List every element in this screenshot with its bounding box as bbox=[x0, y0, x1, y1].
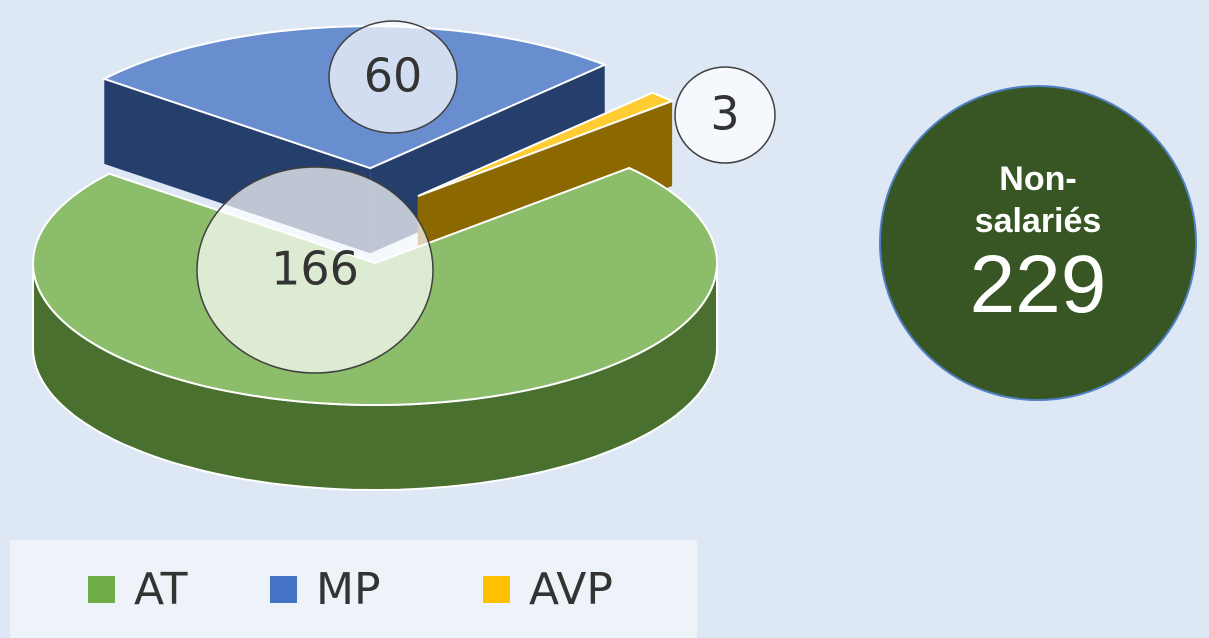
data-label: 60 bbox=[364, 49, 423, 103]
slice-top bbox=[417, 92, 673, 197]
slice-side bbox=[33, 263, 717, 490]
data-label-bubble bbox=[674, 66, 776, 164]
slice-top-light bbox=[417, 91, 675, 198]
slice bbox=[101, 25, 608, 254]
data-label-bubble bbox=[196, 166, 434, 374]
legend-box bbox=[10, 540, 697, 638]
data-label: 3 bbox=[710, 87, 739, 141]
data-label-bubble bbox=[328, 20, 458, 134]
legend-swatch bbox=[270, 576, 297, 603]
legend-label: AT bbox=[134, 564, 188, 615]
total-badge: Non-salariés 229 bbox=[879, 85, 1197, 401]
badge-value: 229 bbox=[969, 239, 1107, 330]
slice bbox=[31, 166, 719, 492]
legend-swatch bbox=[483, 576, 510, 603]
badge-label: Non-salariés bbox=[974, 160, 1102, 240]
legend-swatch bbox=[88, 576, 115, 603]
data-label: 166 bbox=[271, 242, 359, 296]
legend-label: MP bbox=[316, 564, 381, 615]
legend-label: AVP bbox=[529, 564, 613, 615]
